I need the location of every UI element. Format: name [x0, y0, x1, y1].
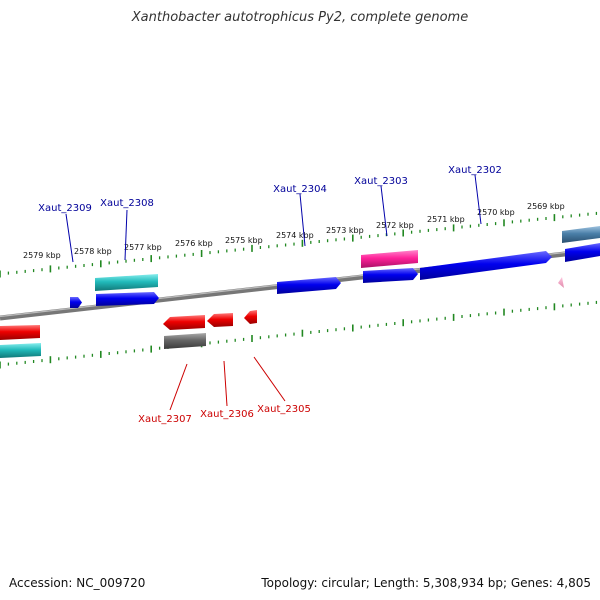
scale-label: 2577 kbp: [124, 243, 162, 252]
leader-line: [299, 193, 306, 247]
leader-line: [124, 209, 128, 261]
scale-label: 2574 kbp: [276, 231, 314, 240]
scale-label: 2569 kbp: [527, 202, 565, 211]
gene-arrow-forward[interactable]: [363, 268, 418, 283]
gene-arrow-forward[interactable]: [70, 297, 82, 308]
gene-label-forward[interactable]: Xaut_2308: [100, 198, 154, 209]
leader-line: [474, 174, 482, 225]
gene-arrow-forward[interactable]: [96, 292, 159, 306]
genome-title: Xanthobacter autotrophicus Py2, complete…: [131, 10, 469, 25]
leader-line: [380, 185, 388, 237]
scale-labels: 2579 kbp 2578 kbp 2577 kbp 2576 kbp 2575…: [23, 202, 565, 260]
gene-arrow-forward[interactable]: [277, 277, 341, 294]
scale-label: 2570 kbp: [477, 208, 515, 217]
scale-label: 2575 kbp: [225, 236, 263, 245]
forward-leader-lines: [65, 174, 482, 263]
leader-line: [223, 360, 228, 407]
scale-label: 2572 kbp: [376, 221, 414, 230]
tick-ring-lower: [0, 300, 598, 369]
gene-label-forward[interactable]: Xaut_2303: [354, 176, 408, 187]
accession-text: Accession: NC_009720: [9, 576, 146, 590]
pink-marker[interactable]: [558, 277, 564, 288]
gene-arrow-reverse[interactable]: [244, 310, 257, 324]
gene-arrow-forward[interactable]: [565, 243, 600, 262]
cyan-feature[interactable]: [95, 274, 158, 291]
scale-label: 2579 kbp: [23, 251, 61, 260]
tick-ring-upper: [0, 211, 598, 278]
steel-feature[interactable]: [562, 226, 600, 243]
gene-label-forward[interactable]: Xaut_2302: [448, 165, 502, 176]
gray-feature[interactable]: [164, 333, 206, 349]
scale-label: 2576 kbp: [175, 239, 213, 248]
leader-line: [65, 213, 74, 263]
gene-label-reverse[interactable]: Xaut_2305: [257, 404, 311, 415]
gene-arrow-reverse[interactable]: [207, 313, 233, 327]
reverse-leader-lines: [169, 356, 286, 411]
leader-line: [253, 356, 286, 402]
gene-label-forward[interactable]: Xaut_2309: [38, 203, 92, 214]
magenta-feature[interactable]: [361, 250, 418, 268]
scale-label: 2578 kbp: [74, 247, 112, 256]
leader-line: [169, 363, 188, 411]
gene-arrow-reverse[interactable]: [163, 315, 205, 330]
scale-label: 2571 kbp: [427, 215, 465, 224]
gene-label-forward[interactable]: Xaut_2304: [273, 184, 327, 195]
gene-arrow-reverse[interactable]: [0, 325, 40, 340]
gene-label-reverse[interactable]: Xaut_2307: [138, 414, 192, 425]
gene-arrow-forward[interactable]: [420, 251, 552, 280]
cyan-feature[interactable]: [0, 343, 41, 358]
gene-label-reverse[interactable]: Xaut_2306: [200, 409, 254, 420]
genome-summary-text: Topology: circular; Length: 5,308,934 bp…: [261, 576, 591, 590]
scale-label: 2573 kbp: [326, 226, 364, 235]
